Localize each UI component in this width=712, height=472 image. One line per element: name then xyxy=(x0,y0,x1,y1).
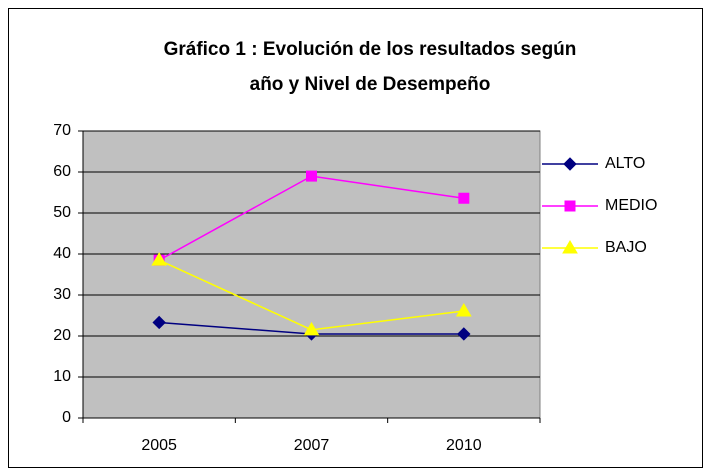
marker xyxy=(458,192,470,204)
legend-label: BAJO xyxy=(605,239,647,256)
legend-label: MEDIO xyxy=(605,197,657,214)
chart-title: año y Nivel de Desempeño xyxy=(250,74,491,95)
x-tick-label: 2005 xyxy=(141,437,177,454)
y-tick-label: 50 xyxy=(53,204,71,221)
y-tick-label: 40 xyxy=(53,245,71,262)
x-tick-label: 2010 xyxy=(446,437,482,454)
y-tick-label: 60 xyxy=(53,163,71,180)
chart-title: Gráfico 1 : Evolución de los resultados … xyxy=(164,39,577,60)
y-tick-label: 20 xyxy=(53,327,71,344)
y-tick-label: 70 xyxy=(53,122,71,139)
marker xyxy=(306,170,317,182)
x-tick-label: 2007 xyxy=(294,437,330,454)
marker xyxy=(562,240,578,254)
marker xyxy=(455,302,472,317)
marker xyxy=(152,315,166,330)
legend-label: ALTO xyxy=(605,155,645,172)
marker xyxy=(303,321,320,336)
y-tick-label: 10 xyxy=(53,368,71,385)
marker xyxy=(564,200,576,212)
y-tick-label: 30 xyxy=(53,286,71,303)
marker xyxy=(151,252,168,266)
marker xyxy=(563,157,577,171)
marker xyxy=(457,327,471,341)
y-tick-label: 0 xyxy=(62,409,71,426)
